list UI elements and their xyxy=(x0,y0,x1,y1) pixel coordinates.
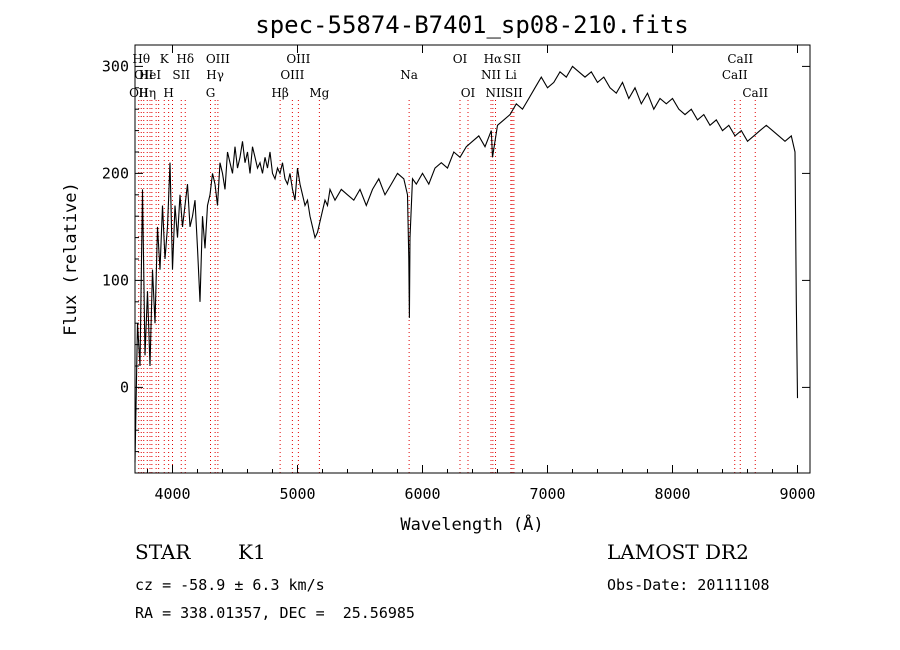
x-tick-label: 9000 xyxy=(779,485,815,503)
plot-frame xyxy=(134,44,811,474)
spectrum-line xyxy=(134,65,799,463)
survey-label: LAMOST DR2 xyxy=(607,540,749,564)
line-marker-label: OII xyxy=(134,68,154,82)
y-tick-label: 0 xyxy=(120,378,129,396)
line-marker-label: SII xyxy=(505,86,523,100)
line-marker-label: Mg xyxy=(309,86,329,100)
line-marker-label: SII xyxy=(503,52,521,66)
line-marker-label: Hδ xyxy=(176,52,194,66)
line-marker-label: K xyxy=(160,52,170,66)
line-marker-label: CaII xyxy=(727,52,753,66)
line-marker-label: Hθ xyxy=(132,52,150,66)
x-tick-label: 6000 xyxy=(404,485,440,503)
class-label: STAR xyxy=(135,540,191,564)
line-marker-label: Na xyxy=(400,68,418,82)
line-marker-label: OII xyxy=(129,86,149,100)
chart-title: spec-55874-B7401_sp08-210.fits xyxy=(255,11,688,39)
line-marker-label: OIII xyxy=(206,52,230,66)
line-marker-label: HeI xyxy=(139,68,162,82)
cz-value: cz = -58.9 ± 6.3 km/s xyxy=(135,576,325,594)
line-marker-label: OI xyxy=(453,52,468,66)
line-marker-label: Li xyxy=(505,68,517,82)
line-marker-label: NII xyxy=(486,86,506,100)
ra-dec-value: RA = 338.01357, DEC = 25.56985 xyxy=(135,604,415,622)
line-marker-label: OI xyxy=(461,86,476,100)
line-marker-label: Hβ xyxy=(271,86,288,100)
line-marker-label: NII xyxy=(481,68,501,82)
y-axis-label: Flux (relative) xyxy=(61,182,81,336)
x-axis-label: Wavelength (Å) xyxy=(400,513,543,535)
line-marker-label: CaII xyxy=(722,68,748,82)
subclass-label: K1 xyxy=(238,540,266,564)
x-tick-label: 5000 xyxy=(279,485,315,503)
y-tick-label: 100 xyxy=(102,271,129,289)
line-marker-label: Hγ xyxy=(206,68,224,82)
x-axis-ticks: 4000 5000 6000 7000 8000 9000 xyxy=(147,45,816,503)
line-marker-label: G xyxy=(206,86,216,100)
x-tick-label: 8000 xyxy=(654,485,690,503)
obs-date: Obs-Date: 20111108 xyxy=(607,576,770,594)
line-marker-label: CaII xyxy=(742,86,768,100)
line-markers xyxy=(138,100,756,473)
line-marker-label: H xyxy=(163,86,173,100)
y-tick-label: 200 xyxy=(102,164,129,182)
line-marker-label: SII xyxy=(172,68,190,82)
x-tick-label: 7000 xyxy=(529,485,565,503)
x-tick-label: 4000 xyxy=(154,485,190,503)
y-axis-ticks: 0 100 200 300 xyxy=(102,44,810,453)
line-marker-labels: OIIHθOIIHηHeIKHSIIHδGHγOIIIHβOIIIOIIIMgN… xyxy=(129,52,768,100)
line-marker-label: Hα xyxy=(484,52,503,66)
y-tick-label: 300 xyxy=(102,57,129,75)
line-marker-label: OIII xyxy=(286,52,310,66)
line-marker-label: Hη xyxy=(138,86,156,100)
line-marker-label: OIII xyxy=(280,68,304,82)
